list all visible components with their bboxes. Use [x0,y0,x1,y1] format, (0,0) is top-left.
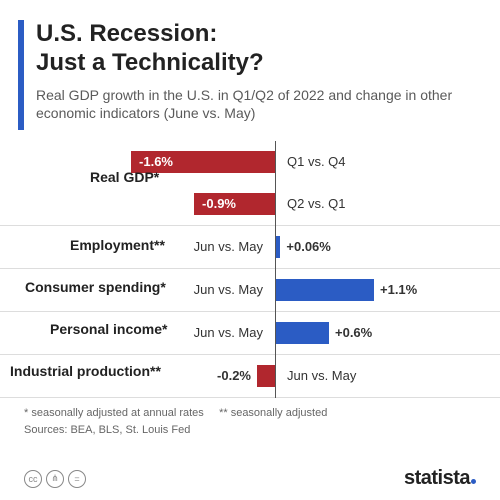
zero-axis [275,141,276,398]
logo-text: statista [404,467,470,489]
period-label: Jun vs. May [194,325,263,340]
bar [275,279,374,301]
value-label: -0.9% [202,196,236,211]
period-label: Jun vs. May [194,282,263,297]
category-label: Industrial production** [10,363,161,379]
bar-chart: -1.6% Q1 vs. Q4 -0.9% Q2 vs. Q1 Real GDP* +0.… [0,141,500,398]
title-line-1: U.S. Recession: [36,20,217,47]
category-label: Employment** [70,237,165,253]
chart-row: -1.6% Q1 vs. Q4 [0,141,500,183]
cc-license-icons: cc ⋔ = [24,470,86,488]
statista-logo: statista [404,467,476,490]
bar [257,365,275,387]
row-divider [0,397,500,398]
subtitle: Real GDP growth in the U.S. in Q1/Q2 of … [36,86,476,124]
title-line-2: Just a Technicality? [36,49,264,76]
sources: Sources: BEA, BLS, St. Louis Fed [0,422,500,436]
value-label: +1.1% [380,282,417,297]
footnotes: * seasonally adjusted at annual rates **… [0,398,500,421]
period-label: Jun vs. May [194,239,263,254]
period-label: Q2 vs. Q1 [287,196,346,211]
attribution-icon: ⋔ [46,470,64,488]
category-label: Consumer spending* [25,279,166,295]
footnote-1: * seasonally adjusted at annual rates [24,407,204,419]
value-label: +0.06% [286,239,330,254]
accent-bar [18,20,24,130]
category-label: Personal income* [50,321,168,337]
bar [275,322,329,344]
value-label: -0.2% [217,368,251,383]
cc-icon: cc [24,470,42,488]
nd-icon: = [68,470,86,488]
value-label: -1.6% [139,154,173,169]
category-label: Real GDP* [90,169,159,185]
value-label: +0.6% [335,325,372,340]
chart-row: -0.9% Q2 vs. Q1 [0,183,500,225]
period-label: Q1 vs. Q4 [287,154,346,169]
page-title: U.S. Recession: Just a Technicality? [36,20,476,78]
header: U.S. Recession: Just a Technicality? Rea… [0,0,500,123]
period-label: Jun vs. May [287,368,356,383]
logo-dot-icon [471,479,476,484]
footnote-2: ** seasonally adjusted [219,407,327,419]
footer: cc ⋔ = statista [0,467,500,490]
